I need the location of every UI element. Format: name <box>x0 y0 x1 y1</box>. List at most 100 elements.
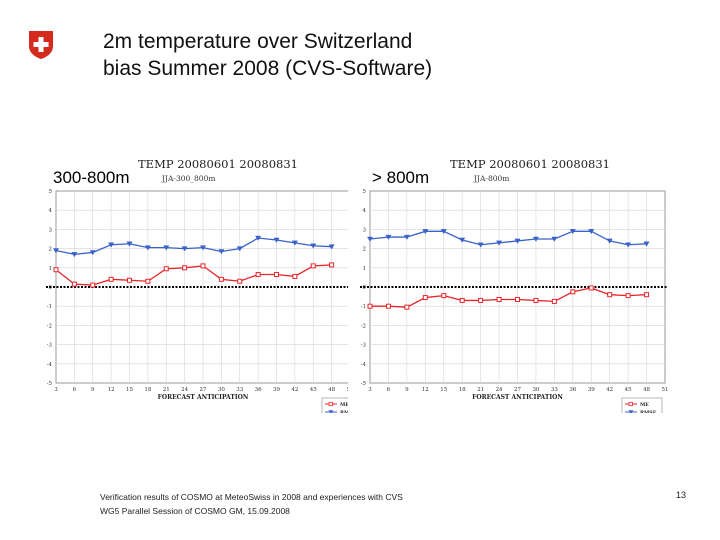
x-tick-label: 27 <box>200 387 207 393</box>
data-point-me <box>515 296 520 302</box>
data-point-me <box>588 285 594 291</box>
data-point-me <box>182 265 188 271</box>
data-point-me <box>90 282 96 288</box>
chart-title: TEMP 20080601 20080831 <box>450 157 610 171</box>
data-point-rmse <box>328 244 335 250</box>
y-tick-label: 4 <box>363 208 367 214</box>
chart-subtitle: JJA-800m <box>473 174 509 183</box>
y-tick-label: 2 <box>363 247 367 253</box>
data-point-me <box>385 303 391 309</box>
y-tick-label: -1 <box>47 304 52 310</box>
data-point-rmse <box>255 235 262 241</box>
data-point-me <box>53 267 59 273</box>
data-point-rmse <box>385 234 392 240</box>
x-tick-label: 24 <box>496 387 503 393</box>
data-point-me <box>163 266 169 272</box>
x-tick-label: 24 <box>181 387 188 393</box>
data-point-me <box>570 289 576 295</box>
title-line-2: bias Summer 2008 (CVS-Software) <box>103 57 433 80</box>
legend-label-me: ME <box>640 402 649 408</box>
y-tick-label: 5 <box>49 189 53 195</box>
data-point-rmse <box>310 243 317 249</box>
y-tick-label: 3 <box>49 227 53 233</box>
data-point-rmse <box>422 229 429 235</box>
data-point-me <box>367 303 373 309</box>
y-tick-label: -5 <box>361 381 367 387</box>
y-tick-label: 1 <box>363 266 367 272</box>
y-tick-label: -2 <box>47 323 52 329</box>
chart-panel-left: TEMP 20080601 20080831 JJA-300_800m 3 6 9 12 1… <box>32 155 364 413</box>
x-tick-label: 6 <box>73 387 77 393</box>
x-tick-label: 21 <box>477 387 484 393</box>
footer-line-1: Verification results of COSMO at MeteoSw… <box>100 492 403 502</box>
data-point-me <box>644 292 650 298</box>
x-tick-label: 48 <box>643 387 650 393</box>
data-point-rmse <box>569 229 576 235</box>
data-point-rmse <box>403 234 410 240</box>
data-point-rmse <box>606 238 613 244</box>
data-point-me <box>237 278 243 284</box>
data-point-me <box>329 262 335 268</box>
x-tick-label: 36 <box>569 387 576 393</box>
legend-label-me: ME <box>340 402 349 408</box>
data-point-me <box>496 296 502 302</box>
x-tick-label: 15 <box>440 387 447 393</box>
chart-title: TEMP 20080601 20080831 <box>138 157 298 171</box>
y-tick-label: -1 <box>361 304 366 310</box>
y-tick-label: -4 <box>361 362 367 368</box>
data-point-rmse <box>459 237 466 243</box>
legend-marker-me <box>328 401 333 407</box>
data-point-rmse <box>236 246 243 252</box>
data-point-me <box>607 292 613 298</box>
y-tick-label: 3 <box>363 227 367 233</box>
x-tick-label: 39 <box>273 387 280 393</box>
chart-panel-right: TEMP 20080601 20080831 JJA-800m 3 6 9 12 15 18 2… <box>348 155 673 413</box>
data-point-rmse <box>144 245 151 251</box>
x-tick-label: 30 <box>218 387 225 393</box>
x-tick-label: 15 <box>126 387 133 393</box>
data-point-rmse <box>71 252 78 258</box>
series-line-me <box>55 264 332 286</box>
y-tick-label: -2 <box>361 323 366 329</box>
legend-marker-me <box>628 401 633 407</box>
x-tick-label: 33 <box>236 387 243 393</box>
x-tick-label: 51 <box>662 387 669 393</box>
x-tick-label: 36 <box>255 387 262 393</box>
x-tick-label: 6 <box>387 387 391 393</box>
data-point-rmse <box>89 250 96 256</box>
x-tick-label: 42 <box>291 387 298 393</box>
swiss-cross-icon <box>29 31 53 59</box>
legend-label-rmse: RMSE <box>640 410 657 413</box>
data-point-me <box>404 304 410 310</box>
data-point-me <box>108 276 114 282</box>
legend-marker-rmse <box>328 410 334 413</box>
data-point-me <box>310 263 316 269</box>
x-axis-label: FORECAST ANTICIPATION <box>472 394 563 401</box>
data-point-rmse <box>126 241 133 247</box>
legend-box <box>621 397 663 413</box>
data-point-rmse <box>291 240 298 246</box>
x-tick-label: 42 <box>606 387 613 393</box>
y-tick-label: 4 <box>49 208 53 214</box>
y-tick-label: -5 <box>47 381 53 387</box>
x-tick-label: 9 <box>91 387 95 393</box>
x-tick-label: 21 <box>163 387 170 393</box>
data-point-me <box>127 277 132 283</box>
y-tick-label: 5 <box>363 189 367 195</box>
footer: Verification results of COSMO at MeteoSw… <box>100 490 403 518</box>
data-point-me <box>292 273 298 279</box>
data-point-me <box>551 298 557 304</box>
y-tick-label: 1 <box>49 266 53 272</box>
y-tick-label: 2 <box>49 247 53 253</box>
x-tick-label: 12 <box>108 387 115 393</box>
x-tick-label: 27 <box>514 387 521 393</box>
data-point-rmse <box>199 245 207 251</box>
chart-left-range-label: 300-800m <box>53 168 130 187</box>
data-point-rmse <box>532 236 539 242</box>
x-tick-label: 30 <box>532 387 539 393</box>
footer-line-2: WG5 Parallel Session of COSMO GM, 15.09.… <box>100 506 290 516</box>
data-point-rmse <box>163 245 170 251</box>
data-point-rmse <box>52 248 60 254</box>
